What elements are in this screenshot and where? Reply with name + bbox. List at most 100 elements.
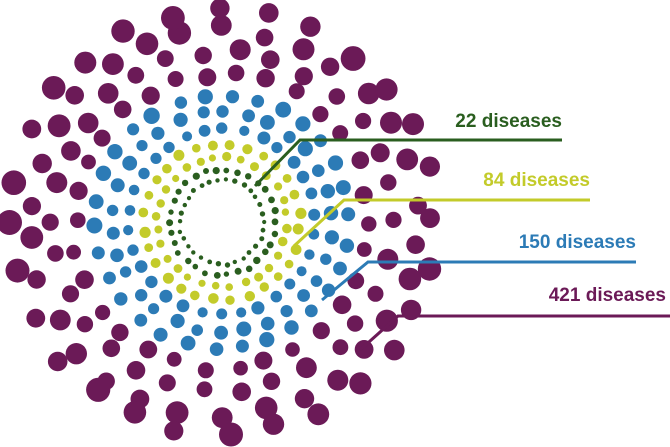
dot-421-3-15: [111, 19, 135, 43]
dot-84-1-25: [290, 244, 302, 256]
dot-421-3-21: [375, 78, 398, 101]
dot-421-1-18: [156, 50, 174, 67]
dot-150-1-3: [236, 321, 252, 337]
ring-group-84: [138, 140, 307, 305]
dot-150-1-5: [191, 324, 203, 337]
dot-22-1-19: [212, 167, 220, 175]
dot-150-0-2: [296, 266, 307, 277]
dot-84-1-0: [259, 282, 269, 292]
dot-22-1-12: [166, 219, 174, 227]
dot-150-1-10: [110, 248, 124, 263]
dot-150-1-2: [260, 316, 275, 331]
dot-421-0-14: [66, 244, 81, 260]
dot-421-2-13: [20, 226, 44, 249]
dot-421-3-7: [47, 351, 68, 372]
ring-group-421: [0, 0, 442, 447]
dot-84-0-10: [163, 254, 172, 263]
dot-421-2-27: [396, 148, 419, 171]
dot-150-1-25: [320, 184, 335, 199]
dot-150-1-13: [110, 178, 125, 193]
dot-150-0-9: [176, 299, 190, 313]
dot-22-0-2: [259, 236, 265, 242]
dot-421-3-14: [74, 51, 97, 74]
dot-421-2-22: [255, 28, 274, 47]
dot-22-1-9: [174, 250, 181, 256]
dot-22-0-11: [191, 250, 196, 255]
dot-421-1-26: [380, 174, 397, 191]
dot-22-0-17: [182, 202, 187, 208]
dot-421-3-20: [340, 46, 366, 71]
dot-84-0-4: [241, 277, 251, 287]
dot-150-2-6: [209, 342, 224, 357]
dot-84-1-12: [152, 175, 162, 185]
dot-421-0-24: [256, 69, 275, 88]
dot-150-0-28: [305, 187, 318, 200]
label-421-diseases: 421 diseases: [548, 285, 666, 306]
dot-84-0-16: [172, 174, 180, 183]
dot-22-1-21: [234, 169, 241, 177]
dot-421-0-2: [347, 272, 365, 290]
dot-84-0-8: [183, 273, 191, 281]
dot-421-3-11: [1, 170, 27, 195]
dot-421-3-10: [0, 210, 22, 235]
dot-421-0-25: [288, 83, 305, 100]
dot-421-0-10: [139, 340, 158, 359]
dot-150-2-14: [88, 194, 104, 210]
dot-421-0-11: [111, 323, 129, 342]
dot-150-1-7: [148, 303, 160, 315]
dot-421-2-17: [65, 86, 84, 105]
dot-22-0-28: [257, 202, 263, 207]
dot-421-2-10: [65, 343, 88, 365]
dot-22-0-20: [199, 183, 205, 189]
dot-150-0-12: [134, 260, 148, 273]
dot-421-1-28: [377, 248, 399, 270]
dot-22-0-19: [190, 188, 196, 193]
dot-421-2-16: [47, 114, 71, 138]
dot-150-1-22: [283, 130, 296, 144]
dot-22-0-21: [206, 179, 212, 185]
dot-421-3-1: [307, 403, 330, 426]
dot-150-0-24: [257, 131, 271, 145]
dot-150-2-15: [95, 165, 112, 181]
dot-150-1-9: [119, 266, 132, 278]
dot-150-0-29: [308, 208, 321, 221]
dot-150-2-23: [275, 101, 292, 118]
dot-150-1-15: [136, 140, 148, 152]
dot-421-3-12: [22, 119, 42, 139]
dot-150-2-21: [225, 90, 240, 104]
dot-150-0-6: [236, 307, 247, 318]
dot-421-0-8: [197, 362, 214, 379]
dot-421-2-19: [135, 32, 159, 56]
dot-150-1-28: [320, 253, 332, 265]
dot-421-1-1: [332, 339, 349, 356]
dot-22-0-13: [181, 236, 187, 241]
dot-84-0-2: [264, 263, 274, 273]
dot-22-1-8: [185, 257, 192, 265]
dot-150-1-21: [260, 115, 275, 130]
dot-84-0-0: [277, 236, 288, 247]
dot-22-0-12: [186, 244, 191, 249]
dot-421-2-2: [354, 340, 374, 359]
dot-84-0-24: [274, 182, 283, 191]
dot-22-1-22: [245, 173, 252, 180]
dot-84-1-27: [273, 272, 283, 281]
dot-421-1-17: [127, 66, 145, 84]
dot-421-3-13: [41, 76, 66, 100]
dot-150-0-25: [271, 142, 283, 154]
dot-421-3-0: [349, 372, 372, 395]
dot-421-0-22: [198, 68, 217, 87]
dot-22-0-10: [198, 255, 204, 260]
dot-421-0-27: [332, 125, 349, 142]
dot-150-2-5: [235, 339, 249, 353]
dot-421-0-7: [233, 360, 248, 376]
dot-22-0-5: [241, 256, 246, 261]
dot-22-0-22: [215, 178, 220, 183]
dot-150-0-7: [216, 308, 228, 320]
dot-84-1-26: [284, 259, 294, 269]
dot-84-0-22: [250, 162, 259, 172]
dot-22-1-27: [271, 218, 279, 226]
dot-150-2-17: [127, 123, 140, 136]
dot-421-2-23: [292, 38, 315, 61]
dot-150-2-26: [327, 155, 344, 171]
dot-22-1-28: [271, 230, 279, 238]
